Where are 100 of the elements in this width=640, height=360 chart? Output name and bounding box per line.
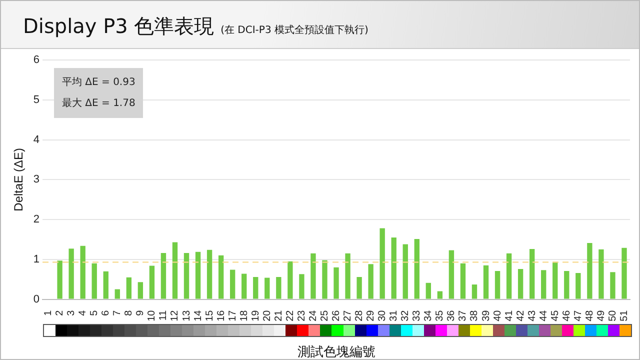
x-tick-label: 49 [596, 310, 607, 322]
x-tick-label: 9 [135, 310, 146, 316]
x-tick-label: 22 [284, 310, 296, 322]
x-tick-label: 15 [204, 310, 216, 322]
bar [610, 272, 616, 299]
annotation: 最大 ΔE = 1.78 [62, 96, 136, 111]
x-tick-label: 38 [469, 310, 480, 322]
bar [494, 270, 500, 299]
bar [368, 264, 374, 299]
bar [506, 253, 512, 299]
bar [68, 248, 74, 299]
x-tick-label: 17 [227, 310, 238, 322]
bar [541, 270, 546, 299]
bar [184, 253, 190, 299]
bar [391, 237, 396, 299]
x-tick-label: 30 [377, 310, 388, 322]
x-tick-label: 44 [538, 310, 550, 322]
x-tick-label: 8 [124, 310, 135, 316]
bar [460, 263, 466, 299]
y-axis-title: DeltaE (ΔE) [12, 148, 26, 212]
bar [80, 246, 86, 299]
bar [472, 284, 478, 299]
x-tick-label: 42 [515, 310, 526, 322]
x-axis-title: 測試色塊編號 [297, 344, 376, 359]
x-tick-label: 29 [366, 310, 377, 322]
bar [57, 260, 62, 299]
bar [230, 270, 236, 299]
x-tick-label: 39 [480, 310, 492, 322]
x-tick-label: 47 [572, 310, 584, 322]
bar [299, 274, 304, 299]
bar [310, 253, 316, 299]
x-tick-label: 40 [492, 310, 504, 322]
x-tick-label: 23 [296, 310, 308, 322]
bar [598, 249, 604, 299]
x-tick-label: 16 [216, 310, 227, 322]
bar [195, 252, 201, 299]
x-tick-label: 26 [331, 310, 342, 322]
bar [149, 266, 155, 299]
x-tick-label: 12 [170, 310, 181, 322]
x-tick-label: 6 [100, 310, 112, 316]
x-tick-label: 33 [412, 310, 423, 322]
bar [622, 248, 627, 299]
x-tick-label: 13 [181, 310, 192, 322]
bar [322, 260, 328, 299]
x-tick-label: 36 [446, 310, 458, 322]
bar [172, 242, 178, 299]
y-tick-label: 1 [33, 253, 40, 266]
x-tick-label: 41 [504, 310, 515, 322]
x-tick-label: 11 [158, 310, 170, 321]
x-tick-label: 50 [607, 310, 618, 322]
bar [483, 265, 489, 299]
x-tick-label: 43 [526, 310, 538, 322]
x-tick-label: 10 [146, 310, 158, 322]
x-tick-label: 48 [584, 310, 596, 322]
x-tick-label: 14 [192, 310, 204, 322]
x-tick-label: 21 [273, 310, 284, 322]
bar [576, 272, 581, 299]
bar [380, 228, 385, 299]
x-tick-label: 3 [66, 310, 78, 316]
bar [253, 276, 258, 299]
bar [160, 253, 166, 299]
x-tick-label: 37 [458, 310, 469, 322]
bar [92, 263, 97, 299]
x-tick-label: 4 [78, 310, 89, 316]
bar [138, 282, 144, 299]
bar [426, 282, 432, 299]
y-tick-label: 6 [33, 54, 40, 66]
x-tick-label: 5 [89, 310, 100, 316]
x-tick-label: 27 [342, 310, 354, 322]
x-tick-label: 24 [308, 310, 319, 322]
x-tick-label: 1 [43, 310, 54, 316]
y-tick-label: 3 [33, 174, 40, 186]
bar [103, 271, 108, 299]
chart-title: Display P3 色準表現 [23, 14, 214, 38]
bar [206, 250, 212, 299]
bar [126, 277, 132, 299]
bar [356, 276, 362, 299]
x-tick-label: 20 [262, 310, 273, 322]
y-tick-label: 2 [33, 214, 40, 226]
bar [518, 268, 524, 299]
bar [552, 262, 558, 299]
x-tick-label: 28 [354, 310, 366, 322]
x-tick-label: 18 [238, 310, 250, 322]
y-tick-label: 5 [33, 94, 40, 106]
bar [402, 244, 408, 299]
bar [587, 243, 592, 299]
bar [288, 261, 293, 299]
x-tick-label: 51 [618, 310, 630, 322]
bar [448, 250, 454, 299]
x-tick-label: 34 [423, 310, 434, 322]
bar [334, 267, 339, 299]
bar [114, 289, 120, 299]
bar [276, 276, 282, 299]
chart-subtitle: (在 DCI-P3 模式全預設值下執行) [220, 25, 368, 36]
x-tick-label: 19 [250, 310, 262, 322]
bar [345, 253, 350, 299]
bar [529, 249, 535, 299]
x-tick-label: 46 [561, 310, 572, 322]
x-tick-label: 7 [112, 310, 124, 316]
x-tick-label: 2 [54, 310, 66, 316]
